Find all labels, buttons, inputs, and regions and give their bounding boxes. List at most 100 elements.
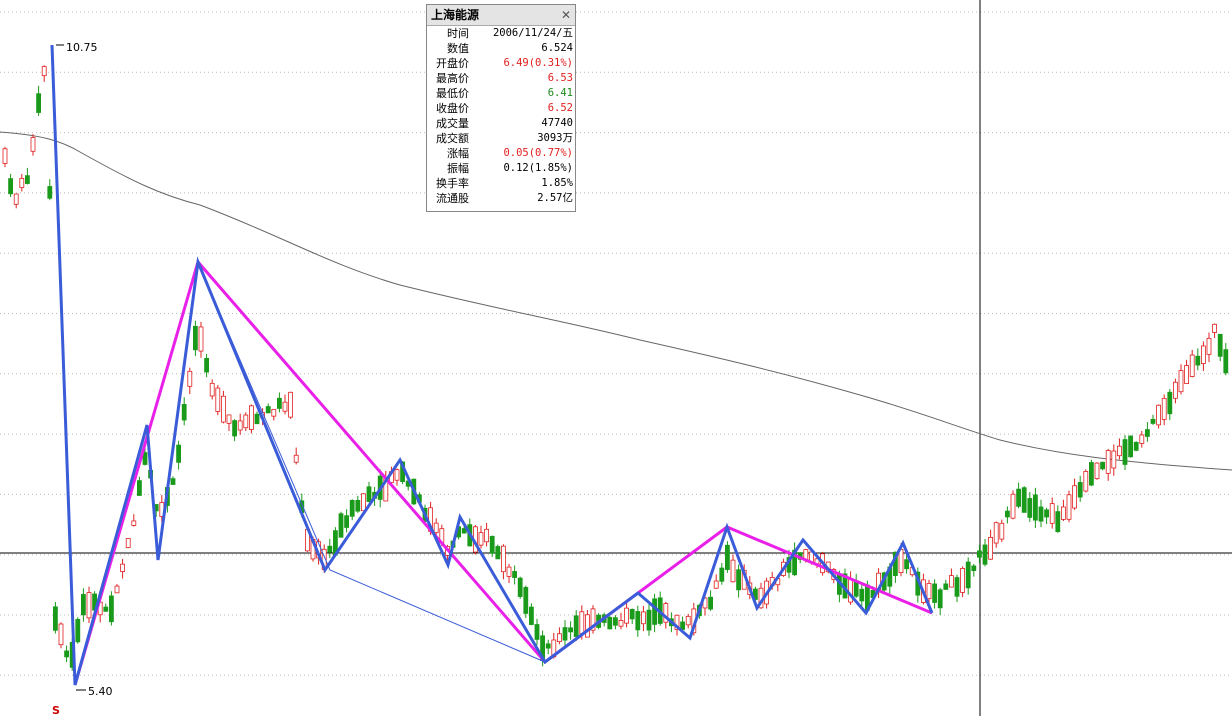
row-value: 6.49(0.31%) [503,57,573,69]
candle-body [1027,498,1033,518]
candle-body [517,577,523,597]
zigzag-thin-blue [197,261,546,663]
candle-body [36,93,41,113]
candle-body [641,611,646,625]
candle-body [327,545,333,553]
row-value: 1.85% [541,177,573,189]
candle-body [338,513,344,538]
row-label: 涨幅 [447,147,469,160]
candle-body [585,614,590,638]
row-value: 6.52 [547,102,573,114]
candle-body [1005,510,1010,518]
candle-body [932,583,937,603]
candle-body [349,500,355,517]
candle-body [506,566,512,577]
candle-body [366,486,372,502]
candle-body [1010,493,1016,519]
candle-body [495,546,501,560]
candle-body [1094,462,1100,480]
candle-body [937,589,943,609]
candle-body [725,544,730,570]
candle-body [1206,337,1212,355]
candle-body [1167,391,1173,415]
candle-body [461,528,467,534]
candle-body [613,617,618,626]
candle-body [685,615,691,626]
close-button[interactable]: ✕ [560,8,571,22]
candle-body [988,536,993,560]
candle-body [254,413,260,425]
candle-body [198,326,204,352]
candle-body [142,452,148,465]
candle-body [103,606,109,612]
candle-body [1223,349,1229,374]
candle-body [1122,439,1128,465]
row-label: 最低价 [436,87,469,100]
candle-body [1173,381,1178,399]
low-label: 5.40 [88,685,113,698]
candle-body [500,545,506,573]
candle-body [204,357,210,373]
candle-body [719,567,725,582]
candle-body [1150,418,1156,424]
row-value: 47740 [541,117,573,129]
candle-body [192,325,198,351]
candle-body [1083,471,1089,492]
candle-body [1212,323,1217,333]
candle-body [47,186,53,199]
candle-body [708,596,713,610]
candles [2,65,1229,671]
row-label: 振幅 [447,162,469,175]
candle-body [1178,370,1184,393]
candle-body [965,561,971,589]
candle-body [736,569,741,591]
candle-body [562,627,568,641]
candle-body [360,493,366,512]
candle-body [529,606,534,625]
row-value: 0.12(1.85%) [503,162,573,174]
candle-body [53,606,58,631]
row-value: 2006/11/24/五 [492,27,573,39]
candle-body [226,414,232,424]
row-label: 数值 [447,42,469,55]
marker: S [52,704,60,716]
candle-body [1117,445,1122,457]
candle-body [954,577,960,597]
candle-body [859,588,865,602]
candle-body [220,395,226,423]
moving-average [0,131,1232,471]
candle-body [898,548,904,573]
candle-body [209,382,215,397]
panel-row: 振幅 0.12(1.85%) [427,161,575,176]
candle-body [271,408,277,417]
candle-body [1128,435,1133,458]
row-value: 3093万 [537,132,573,144]
candle-body [1184,365,1189,384]
candle-body [265,406,271,414]
candle-body [1111,450,1117,469]
candle-body [982,544,988,565]
candle-body [993,522,999,544]
candle-body [1044,509,1049,518]
candle-body [248,405,254,430]
candle-body [237,420,243,431]
candle-body [1217,333,1223,357]
panel-row: 最高价 6.53 [427,71,575,86]
candle-body [949,575,954,588]
candle-body [1189,354,1195,377]
candle-body [433,522,439,534]
candle-body [607,617,613,630]
candle-body [1066,494,1072,520]
row-value: 6.53 [547,72,573,84]
candle-body [674,614,680,631]
candle-body [713,580,719,589]
candle-body [618,620,624,627]
candle-body [568,627,573,633]
candle-body [232,420,238,437]
row-label: 成交量 [436,117,469,130]
candle-body [512,571,517,578]
candle-body [1049,503,1055,524]
candle-body [30,137,36,152]
candle-body [288,391,294,418]
